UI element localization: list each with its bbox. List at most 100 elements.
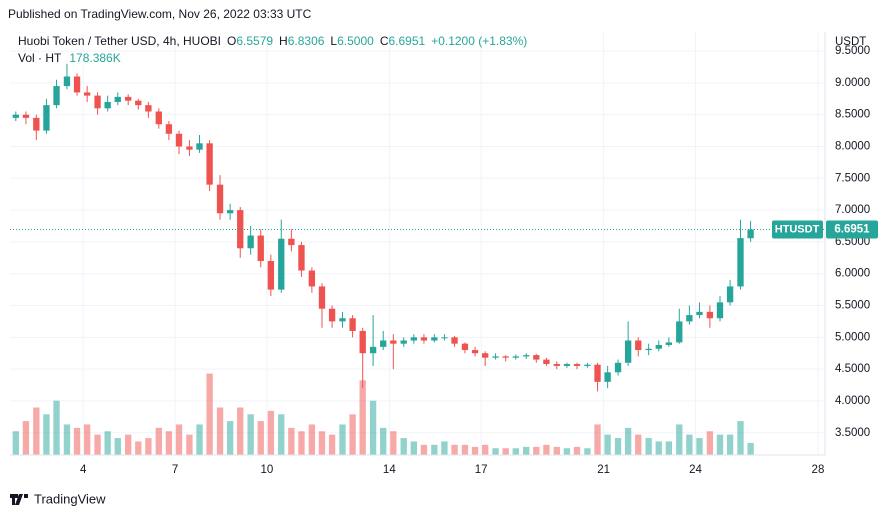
- volume-bar: [196, 424, 203, 455]
- volume-bar: [726, 434, 734, 455]
- candle-body: [226, 210, 234, 214]
- volume-bar: [390, 431, 397, 455]
- candle-body: [145, 105, 152, 112]
- candle-body: [604, 372, 611, 382]
- volume-bar: [257, 421, 264, 455]
- price-tag-label: 6.6951: [834, 224, 870, 236]
- candle-body: [165, 124, 173, 134]
- x-tick-label: 10: [260, 464, 273, 476]
- candle-body: [523, 355, 530, 357]
- volume-bar: [155, 427, 162, 455]
- candle-body: [237, 210, 244, 249]
- volume-bar: [308, 424, 316, 455]
- x-tick-label: 14: [383, 464, 396, 476]
- symbol-tag: HTUSDT: [775, 223, 820, 235]
- candle-body: [83, 92, 91, 96]
- volume-bar: [165, 431, 173, 455]
- candle-body: [380, 340, 387, 347]
- candle-body: [104, 101, 111, 109]
- candle-body: [696, 311, 703, 316]
- currency-label: USDT: [835, 36, 866, 48]
- volume-bar: [22, 421, 30, 455]
- volume-bar: [43, 414, 50, 455]
- y-tick-label: 4.0000: [835, 395, 870, 407]
- y-tick-label: 5.5000: [835, 300, 870, 312]
- candle-body: [196, 143, 203, 150]
- volume-bar: [237, 407, 244, 455]
- candle-body: [431, 337, 438, 341]
- volume-bar: [349, 414, 356, 455]
- legend-line: Huobi Token / Tether USD, 4h, HUOBI O6.55…: [18, 34, 527, 48]
- legend-change: +0.1200 (+1.83%): [431, 34, 527, 48]
- volume-bar: [400, 438, 407, 455]
- candle-body: [420, 337, 428, 341]
- candle-body: [624, 340, 632, 363]
- volume-bar: [471, 446, 479, 455]
- candle-body: [12, 114, 19, 118]
- volume-bar: [665, 441, 673, 455]
- candle-body: [451, 337, 458, 344]
- candle-body: [288, 238, 295, 246]
- y-tick-label: 8.0000: [835, 141, 870, 153]
- y-tick-label: 9.0000: [835, 77, 870, 89]
- y-tick-label: 7.0000: [835, 204, 870, 216]
- y-tick-label: 9.5000: [835, 45, 870, 57]
- price-tag-bg: [826, 220, 878, 239]
- candle-body: [573, 364, 581, 366]
- candle-body: [543, 359, 550, 365]
- candle-body: [726, 286, 734, 303]
- candle-body: [533, 355, 540, 360]
- volume-bar: [135, 441, 142, 455]
- candle-body: [481, 353, 489, 358]
- volume-bar: [83, 424, 91, 455]
- candle-body: [665, 342, 673, 345]
- volume-bar: [63, 424, 71, 455]
- volume-bar: [104, 431, 111, 455]
- volume-bar: [573, 446, 581, 455]
- candle-body: [135, 100, 142, 106]
- candle-body: [257, 235, 264, 261]
- volume-bar: [706, 431, 714, 455]
- volume-bar: [676, 424, 683, 455]
- candle-body: [22, 114, 30, 118]
- candle-body: [186, 146, 193, 150]
- candle-body: [400, 340, 407, 344]
- candle-body: [369, 346, 377, 354]
- volume-bar: [420, 444, 428, 455]
- volume-bar: [247, 414, 254, 455]
- volume-bar: [461, 444, 469, 455]
- footer-logo: TradingView: [10, 491, 106, 506]
- volume-bar: [655, 441, 662, 455]
- legend-key: L: [330, 34, 337, 48]
- published-note: Published on TradingView.com, Nov 26, 20…: [8, 7, 312, 21]
- volume-bar: [298, 431, 305, 455]
- volume-bar: [502, 448, 509, 455]
- volume-bar: [614, 438, 622, 455]
- y-tick-label: 6.5000: [835, 236, 870, 248]
- candle-body: [94, 95, 101, 109]
- candle-body: [53, 86, 60, 106]
- volume-bar: [380, 427, 387, 455]
- candle-body: [73, 76, 81, 93]
- volume-bar: [635, 434, 642, 455]
- symbol-tag-bg: [772, 220, 823, 239]
- candle-body: [33, 117, 40, 131]
- grid-layer: 3.5000 4.0000 4.5000 5.0000 5.5000 6.0000 6.50…: [10, 32, 870, 476]
- volume-bar: [125, 434, 132, 455]
- volume-bar: [747, 442, 754, 455]
- legend-key: C: [380, 34, 389, 48]
- x-tick-label: 24: [689, 464, 702, 476]
- volume-bar: [451, 444, 458, 455]
- volume-title: Vol · HT: [18, 51, 62, 65]
- candle-body: [206, 143, 213, 185]
- volume-bar: [12, 431, 19, 455]
- candle-body: [441, 337, 448, 339]
- volume-bar: [318, 431, 326, 455]
- candle-body: [318, 286, 326, 309]
- y-tick-label: 8.5000: [835, 109, 870, 121]
- volume-value: 178.386K: [69, 51, 120, 65]
- legend-value: 6.8306: [288, 34, 325, 48]
- candle-body: [298, 245, 305, 271]
- candle-body: [502, 356, 509, 358]
